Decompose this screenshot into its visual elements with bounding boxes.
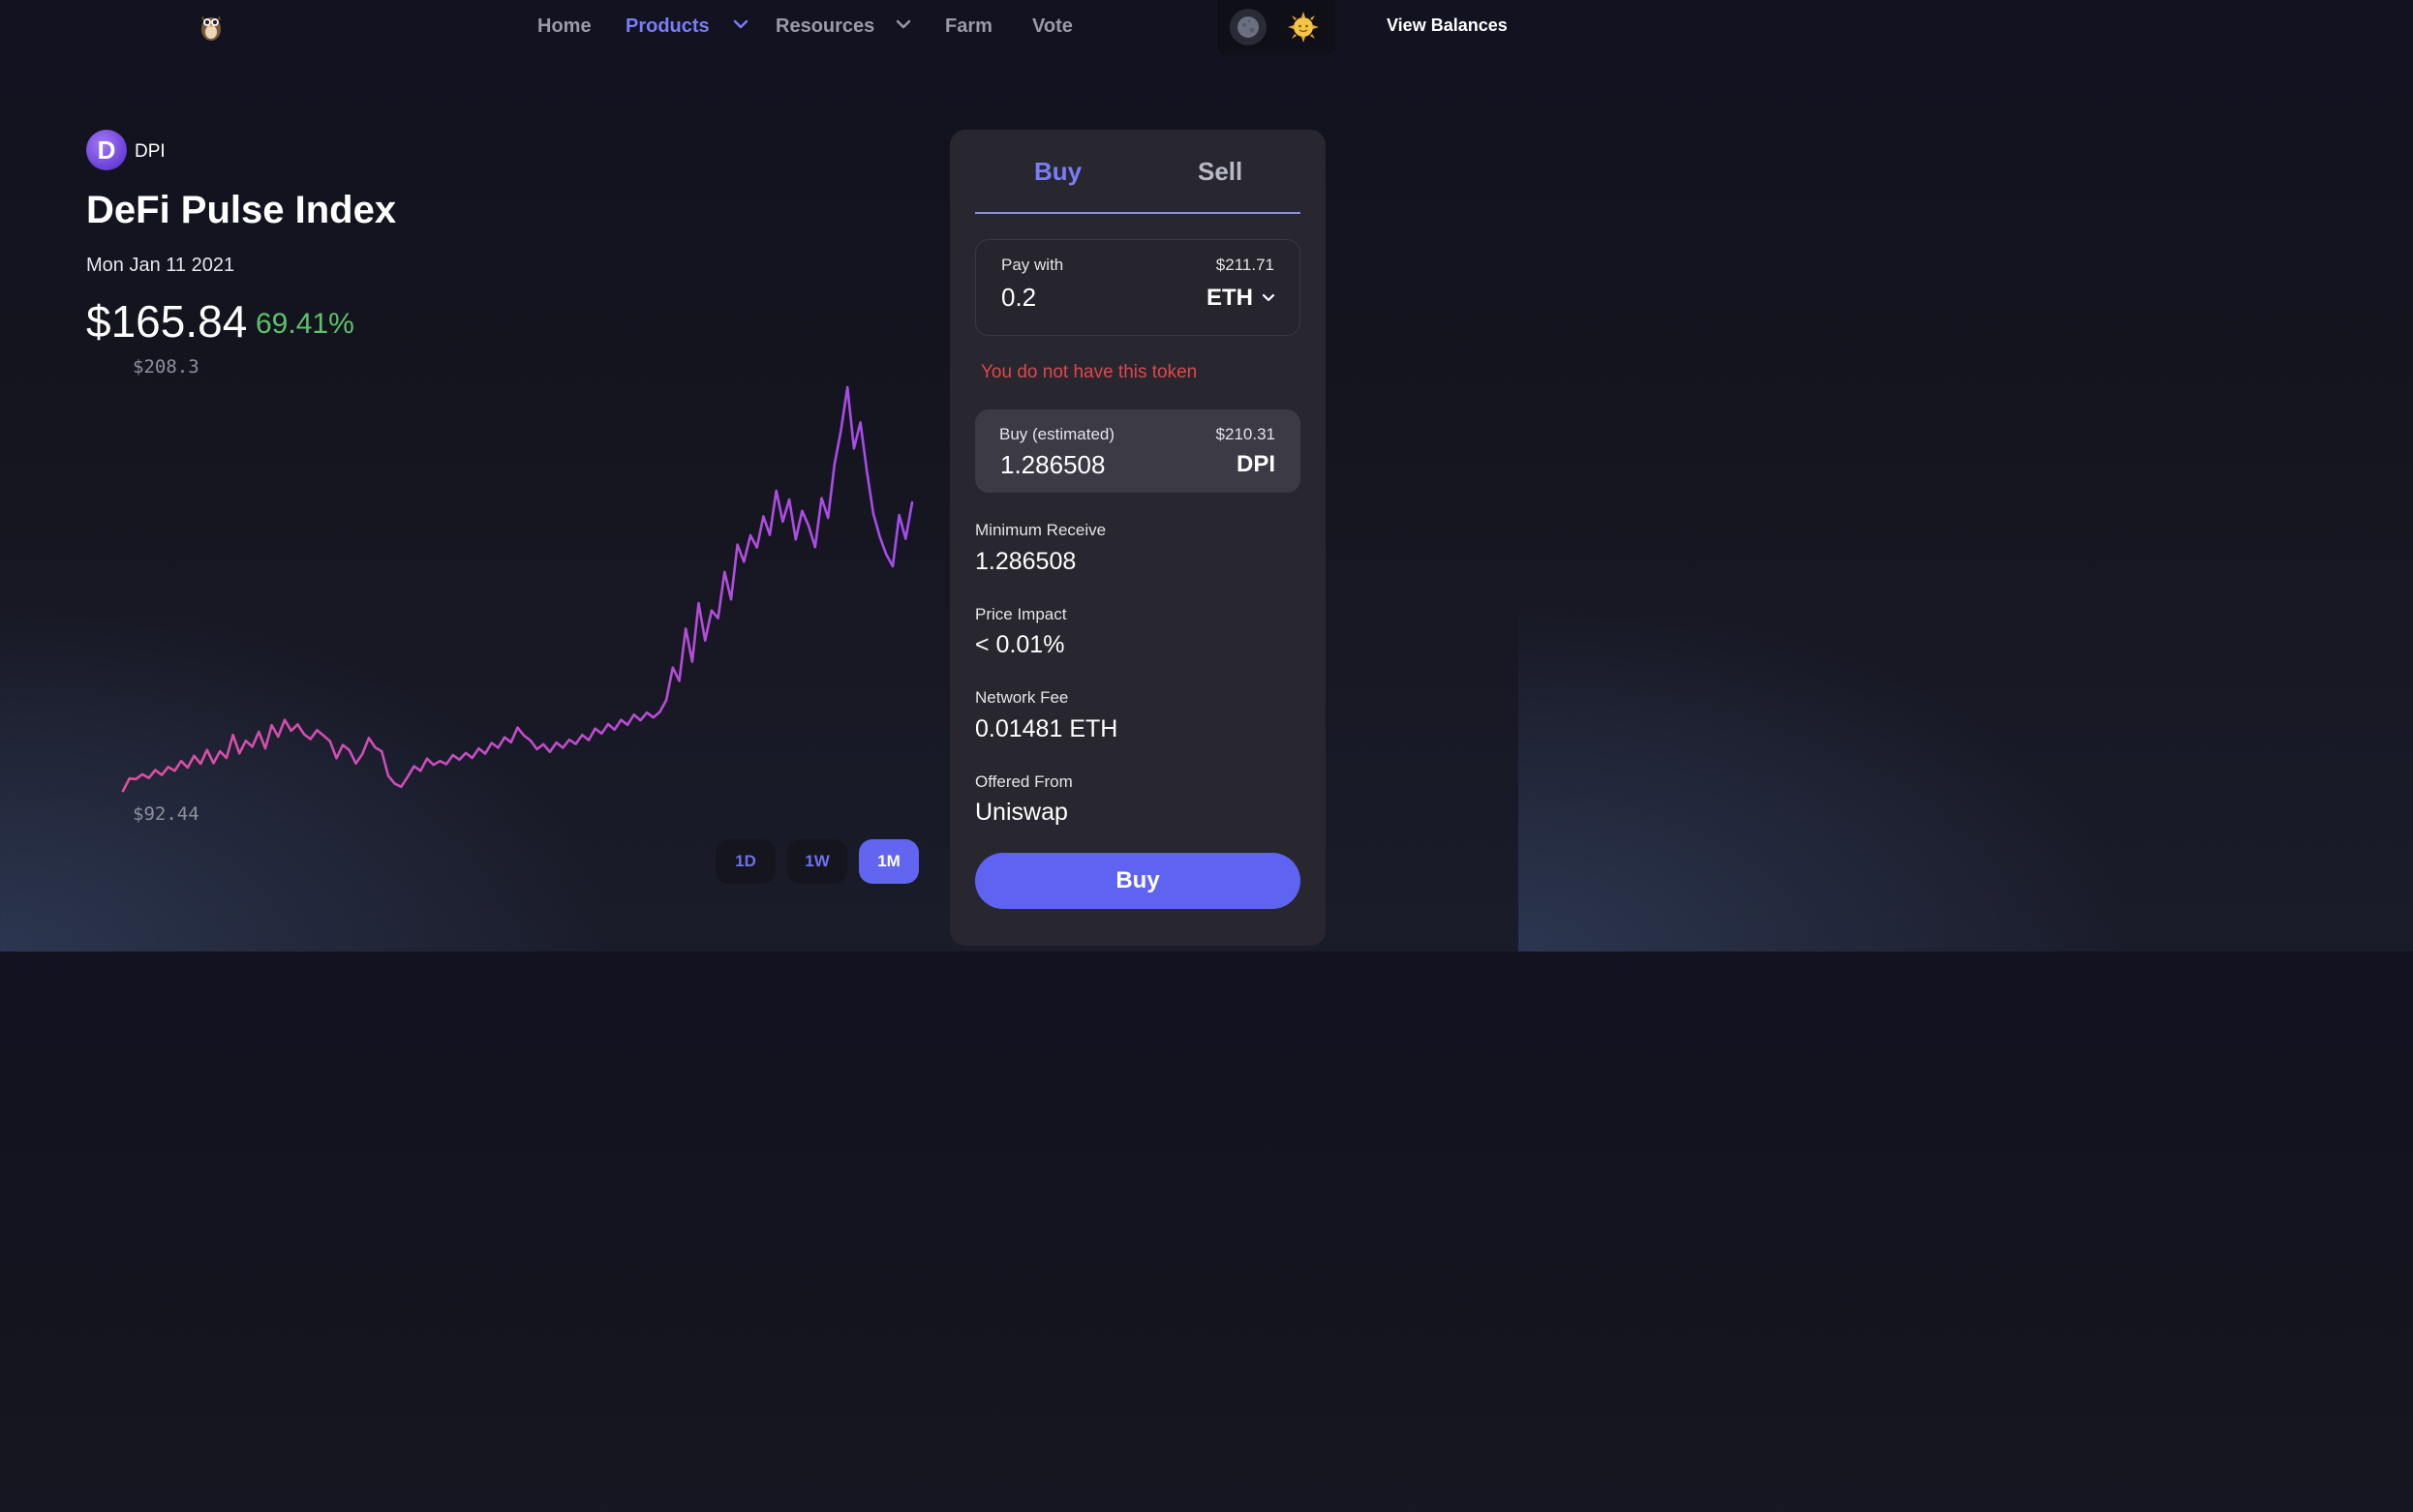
pay-amount-input[interactable]: [1001, 281, 1146, 314]
buy-estimated-usd: $210.31: [1215, 425, 1275, 443]
buy-estimated-amount: 1.286508: [1000, 450, 1106, 479]
nav-home[interactable]: Home: [537, 15, 592, 37]
buy-button[interactable]: Buy: [975, 853, 1300, 909]
error-message: You do not have this token: [981, 362, 1198, 382]
network-fee-label: Network Fee: [975, 688, 1069, 707]
nav-products[interactable]: Products: [626, 15, 710, 37]
range-1w-button[interactable]: 1W: [787, 839, 847, 884]
price-change: 69.41%: [256, 308, 354, 340]
dark-mode-button[interactable]: [1230, 9, 1267, 45]
pay-token-label: ETH: [1206, 285, 1253, 311]
token-symbol: DPI: [135, 141, 166, 162]
light-mode-button[interactable]: [1285, 9, 1322, 45]
price-date: Mon Jan 11 2021: [86, 255, 235, 276]
trade-panel: Buy Sell Pay with $211.71 ETH You do not…: [950, 130, 1326, 946]
pay-usd-value: $211.71: [1215, 256, 1274, 274]
range-1m-button[interactable]: 1M: [859, 839, 919, 884]
chevron-down-icon[interactable]: [732, 15, 749, 33]
view-balances-link[interactable]: View Balances: [1387, 15, 1508, 35]
tab-buy[interactable]: Buy: [1034, 157, 1083, 186]
chevron-down-icon[interactable]: [895, 15, 912, 33]
offered-from-label: Offered From: [975, 772, 1073, 791]
price-impact-label: Price Impact: [975, 605, 1067, 623]
price-line: [121, 385, 914, 793]
pay-token-select[interactable]: ETH: [1206, 285, 1276, 312]
range-1d-button[interactable]: 1D: [716, 839, 776, 884]
sun-icon: [1288, 12, 1319, 43]
network-fee-value: 0.01481 ETH: [975, 715, 1118, 742]
tab-sell[interactable]: Sell: [1198, 157, 1243, 186]
pay-with-box: Pay with $211.71 ETH: [975, 239, 1300, 336]
min-receive-value: 1.286508: [975, 548, 1077, 575]
chart-max-label: $208.3: [133, 356, 199, 378]
moon-icon: [1237, 16, 1259, 38]
buy-token-label: DPI: [1236, 451, 1275, 477]
chevron-down-icon: [1262, 293, 1275, 302]
dpi-token-icon: D: [86, 130, 127, 170]
nav-resources[interactable]: Resources: [776, 15, 875, 37]
owl-logo-icon[interactable]: [198, 10, 225, 43]
nav-vote[interactable]: Vote: [1032, 15, 1073, 37]
nav-farm[interactable]: Farm: [945, 15, 993, 37]
theme-toggle: [1217, 0, 1335, 55]
chart-min-label: $92.44: [133, 803, 199, 825]
page-title: DeFi Pulse Index: [86, 189, 397, 231]
buy-estimated-label: Buy (estimated): [999, 425, 1115, 443]
tab-underline: [975, 212, 1300, 214]
min-receive-label: Minimum Receive: [975, 521, 1107, 539]
top-nav: Home Products Resources Farm Vote: [0, 0, 1518, 58]
buy-estimate-box: Buy (estimated) $210.31 1.286508 DPI: [975, 409, 1300, 493]
pay-with-label: Pay with: [1001, 256, 1064, 274]
current-price: $165.84: [86, 296, 248, 347]
offered-from-value: Uniswap: [975, 799, 1068, 826]
price-impact-value: < 0.01%: [975, 631, 1065, 658]
